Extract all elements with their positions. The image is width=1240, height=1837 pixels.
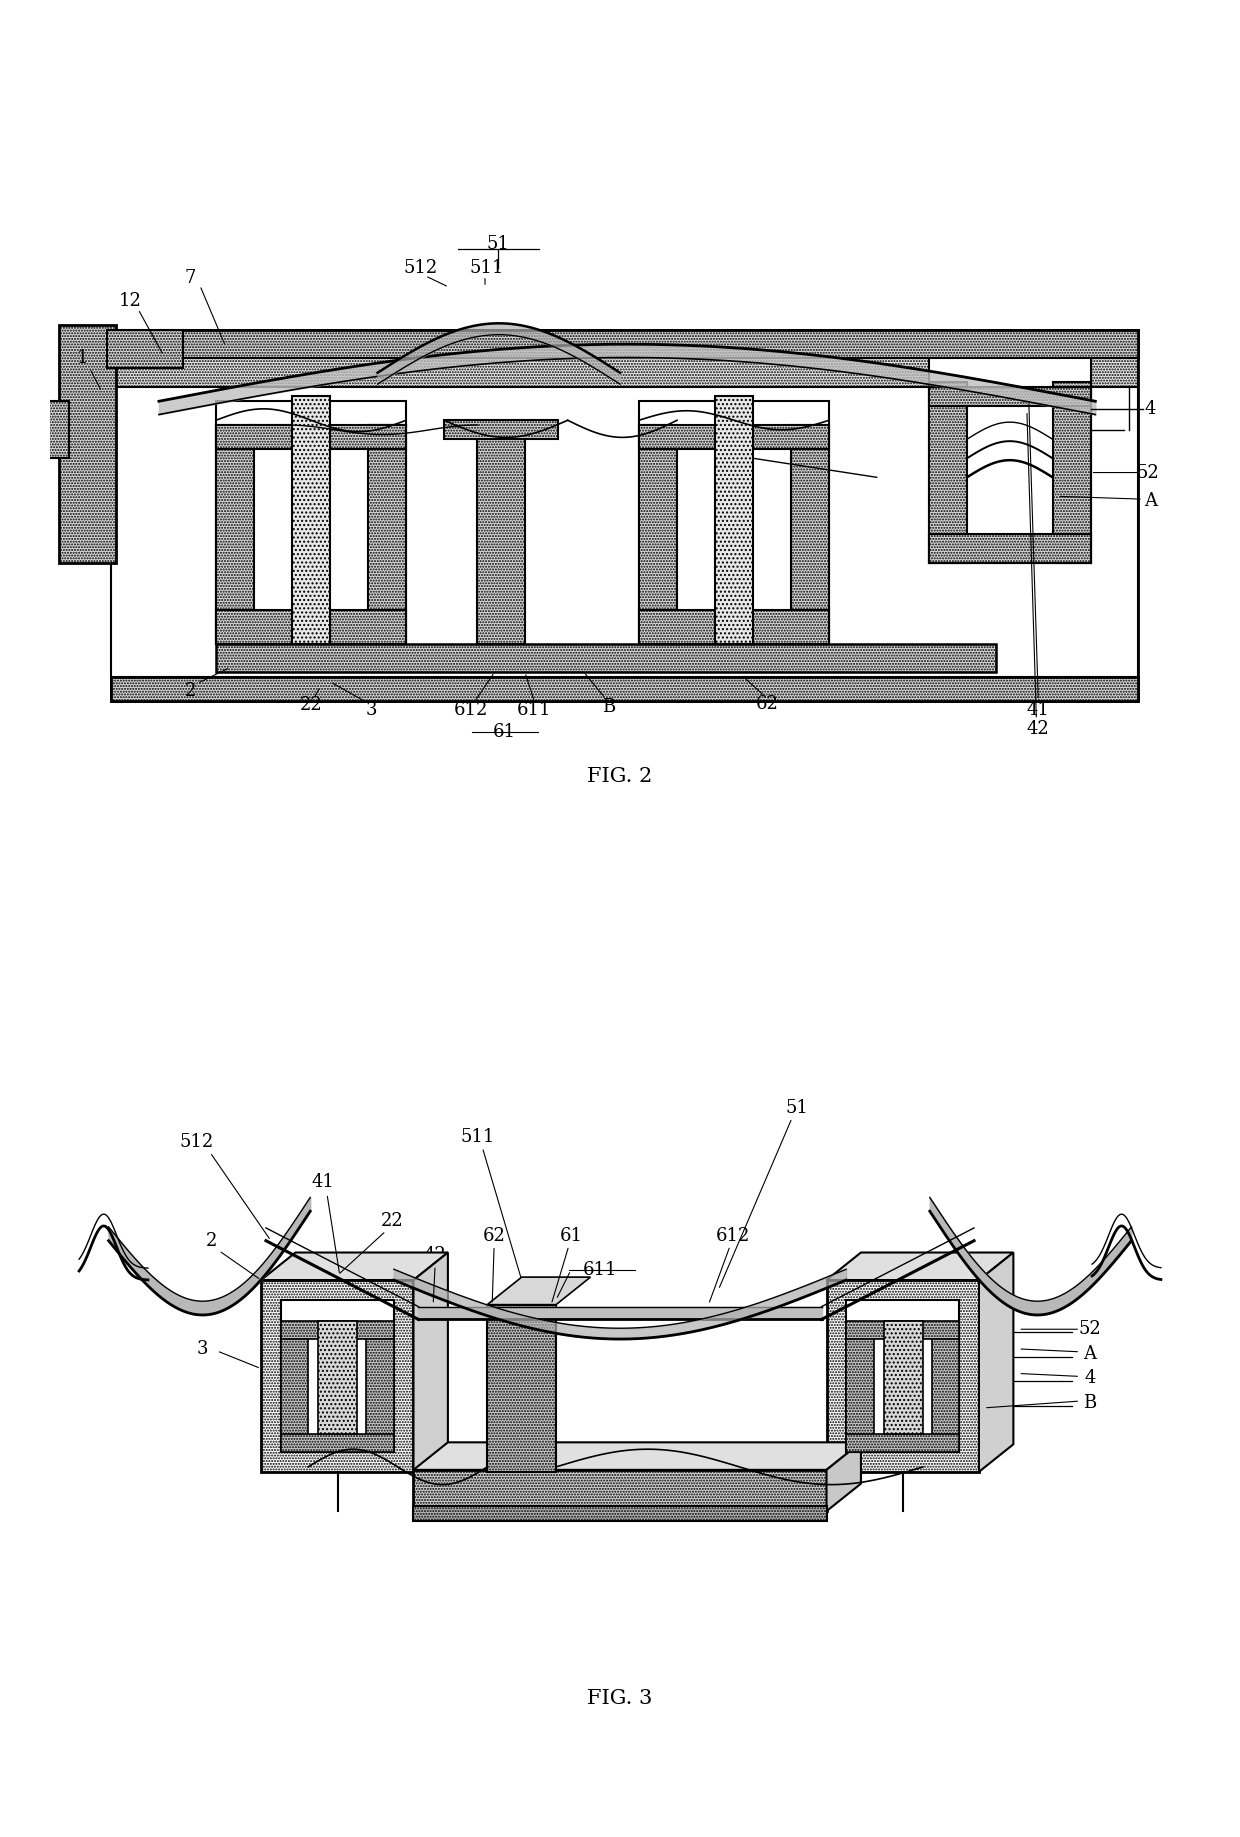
Text: 511: 511 (460, 1128, 495, 1146)
Bar (929, 388, 1091, 406)
Text: 7: 7 (185, 268, 196, 287)
Text: 52: 52 (1079, 1321, 1101, 1337)
Bar (639, 424, 830, 448)
Bar (1053, 382, 1091, 562)
Text: FIG. 2: FIG. 2 (588, 768, 652, 786)
Polygon shape (827, 1442, 861, 1512)
Bar (846, 1324, 874, 1453)
Text: FIG. 3: FIG. 3 (588, 1688, 652, 1708)
Bar (280, 1324, 309, 1453)
Bar (639, 424, 677, 643)
Bar (929, 382, 967, 562)
Bar (112, 331, 1138, 700)
Polygon shape (978, 1253, 1013, 1471)
Text: 512: 512 (180, 1133, 215, 1152)
Text: 51: 51 (487, 235, 510, 254)
Bar (16, 419, 31, 441)
Text: 611: 611 (517, 702, 552, 720)
Text: 612: 612 (454, 702, 487, 720)
Bar (366, 1324, 394, 1453)
Text: 4: 4 (1085, 1369, 1096, 1387)
Text: 51: 51 (786, 1099, 808, 1117)
Text: 511: 511 (470, 259, 505, 277)
Text: 3: 3 (365, 702, 377, 720)
Bar (929, 535, 1091, 562)
Bar (216, 424, 254, 643)
Text: 42: 42 (424, 1247, 446, 1264)
Polygon shape (827, 1253, 1013, 1280)
Bar (112, 678, 1138, 700)
Bar (639, 610, 830, 643)
Bar (112, 358, 1138, 388)
Bar (368, 424, 407, 643)
Bar (413, 1506, 827, 1521)
Bar (444, 421, 558, 439)
Bar (827, 1280, 978, 1471)
Bar (216, 643, 996, 672)
Polygon shape (413, 1253, 448, 1471)
Text: 61: 61 (559, 1227, 583, 1245)
Bar (639, 400, 830, 643)
Bar (107, 331, 182, 367)
Polygon shape (487, 1277, 590, 1304)
Text: 22: 22 (300, 696, 322, 715)
Bar (846, 1435, 960, 1453)
Bar (929, 358, 1091, 562)
Text: 611: 611 (583, 1262, 618, 1279)
Bar (112, 331, 1138, 358)
Bar (319, 1321, 357, 1435)
Text: 41: 41 (311, 1172, 335, 1190)
Bar (216, 424, 407, 448)
Bar (931, 1324, 960, 1453)
Bar (280, 1321, 394, 1339)
Text: 4: 4 (1145, 400, 1156, 417)
Text: 42: 42 (1027, 720, 1050, 738)
Polygon shape (262, 1253, 448, 1280)
Bar (884, 1321, 923, 1435)
Text: 1: 1 (77, 349, 88, 367)
Text: 2: 2 (185, 682, 196, 700)
Text: 41: 41 (1027, 702, 1050, 720)
Text: 62: 62 (482, 1227, 506, 1245)
Bar (413, 1470, 827, 1512)
Polygon shape (413, 1442, 861, 1470)
Bar (280, 1435, 394, 1453)
Bar (280, 1301, 394, 1453)
Bar (112, 388, 1138, 678)
Bar (487, 1304, 556, 1471)
Text: A: A (1145, 492, 1157, 511)
Bar (791, 424, 830, 643)
Text: B: B (1084, 1394, 1096, 1413)
Bar (477, 435, 525, 643)
Bar (262, 1280, 413, 1471)
Text: 3: 3 (196, 1339, 208, 1358)
Text: 612: 612 (715, 1227, 750, 1245)
Bar (216, 610, 407, 643)
Text: 512: 512 (403, 259, 438, 277)
Bar (293, 397, 330, 643)
Text: 22: 22 (381, 1212, 403, 1231)
Text: 2: 2 (206, 1233, 217, 1249)
Text: B: B (601, 698, 615, 716)
Bar (846, 1321, 960, 1339)
Text: A: A (1084, 1345, 1096, 1363)
Bar (846, 1301, 960, 1453)
Text: 12: 12 (119, 292, 141, 310)
Bar (31, 400, 68, 457)
Text: 61: 61 (492, 724, 516, 740)
Bar (60, 325, 117, 562)
Text: 62: 62 (756, 694, 779, 713)
Bar (216, 400, 407, 643)
Bar (715, 397, 753, 643)
Text: 52: 52 (1136, 463, 1159, 481)
